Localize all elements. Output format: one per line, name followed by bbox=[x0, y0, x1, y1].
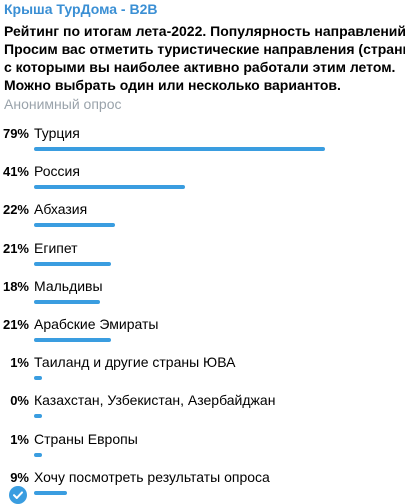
poll-option[interactable]: 21% Египет bbox=[0, 237, 405, 275]
poll-option[interactable]: 1% Таиланд и другие страны ЮВА bbox=[0, 351, 405, 389]
poll-option[interactable]: 22% Абхазия bbox=[0, 198, 405, 236]
option-result-bar bbox=[34, 414, 42, 419]
poll-option[interactable]: 9% Хочу посмотреть результаты опроса bbox=[0, 466, 405, 504]
option-result-bar bbox=[34, 337, 111, 342]
option-result-bar bbox=[34, 376, 42, 381]
check-icon bbox=[9, 485, 27, 504]
poll-option[interactable]: 1% Страны Европы bbox=[0, 428, 405, 466]
poll-question-line: Можно выбрать один или несколько вариант… bbox=[4, 77, 341, 93]
option-label: Мальдивы bbox=[34, 277, 103, 294]
option-label: Россия bbox=[34, 163, 80, 180]
poll-option[interactable]: 79% Турция bbox=[0, 122, 405, 160]
poll-option[interactable]: 18% Мальдивы bbox=[0, 275, 405, 313]
option-label: Страны Европы bbox=[34, 430, 138, 447]
option-percent: 18% bbox=[2, 278, 29, 294]
poll-question-line: Рейтинг по итогам лета-2022. Популярност… bbox=[4, 23, 405, 39]
option-result-bar bbox=[34, 147, 325, 151]
option-percent: 1% bbox=[10, 431, 29, 447]
option-result-bar bbox=[34, 223, 115, 228]
option-label: Турция bbox=[34, 125, 80, 141]
option-label: Таиланд и другие страны ЮВА bbox=[34, 354, 236, 371]
poll-question: Рейтинг по итогам лета-2022. Популярност… bbox=[4, 22, 405, 94]
option-percent: 21% bbox=[2, 240, 29, 256]
option-label: Арабские Эмираты bbox=[34, 315, 159, 332]
option-label: Казахстан, Узбекистан, Азербайджан bbox=[34, 392, 276, 409]
poll-option[interactable]: 0% Казахстан, Узбекистан, Азербайджан bbox=[0, 389, 405, 427]
poll-question-line: с которыми вы наиболее активно работали … bbox=[4, 59, 396, 75]
option-percent: 21% bbox=[2, 316, 29, 332]
option-label: Абхазия bbox=[34, 201, 88, 218]
poll-type-label: Анонимный опрос bbox=[4, 96, 122, 112]
poll-option[interactable]: 21% Арабские Эмираты bbox=[0, 313, 405, 351]
poll-option[interactable]: 41% Россия bbox=[0, 160, 405, 198]
option-percent: 0% bbox=[10, 393, 29, 409]
option-percent: 79% bbox=[2, 126, 29, 141]
option-result-bar bbox=[34, 185, 185, 190]
poll-options: 79% Турция 41% Россия 22% Абхазия 21% Египет 18%… bbox=[0, 122, 405, 504]
option-percent: 22% bbox=[2, 202, 29, 218]
option-percent: 41% bbox=[2, 164, 29, 180]
option-label: Хочу посмотреть результаты опроса bbox=[34, 468, 270, 485]
option-percent: 1% bbox=[10, 355, 29, 371]
option-result-bar bbox=[34, 299, 100, 304]
option-result-bar bbox=[34, 452, 42, 457]
option-label: Египет bbox=[34, 239, 78, 256]
option-percent: 9% bbox=[10, 469, 29, 485]
option-result-bar bbox=[34, 261, 111, 266]
channel-name[interactable]: Крыша ТурДома - B2B bbox=[4, 1, 158, 17]
poll-question-line: Просим вас отметить туристические направ… bbox=[4, 41, 405, 57]
